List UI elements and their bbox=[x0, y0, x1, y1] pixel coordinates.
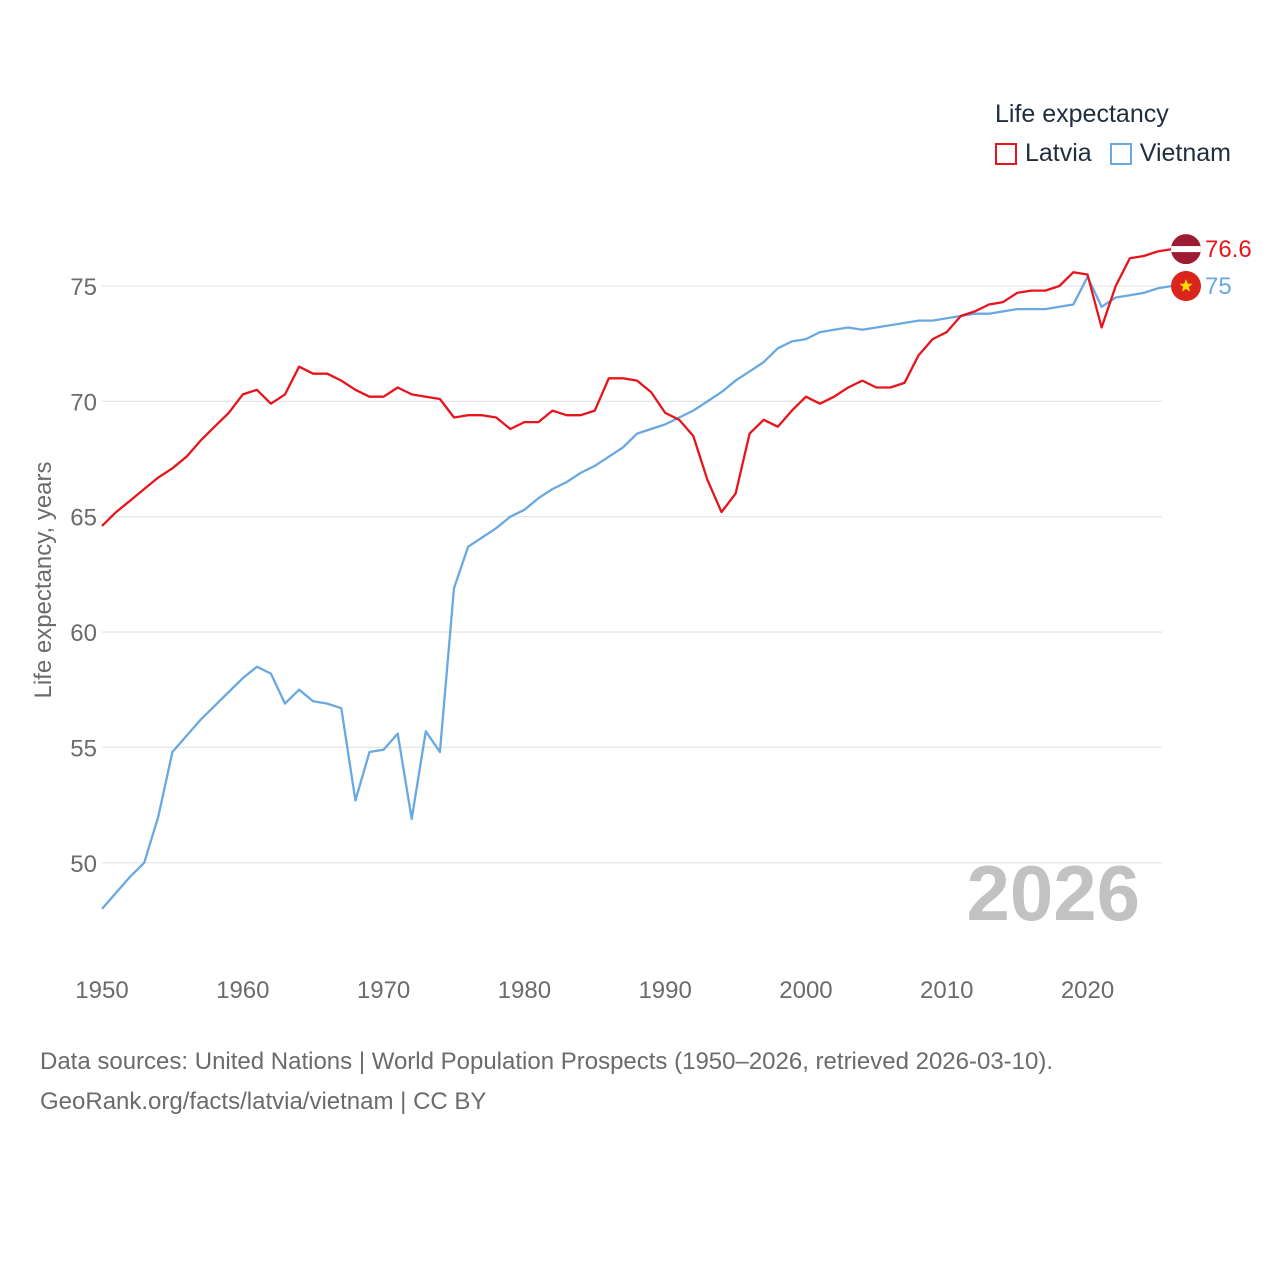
legend-title: Life expectancy bbox=[995, 100, 1169, 128]
x-tick-label-1980: 1980 bbox=[498, 977, 551, 1004]
legend-label-latvia: Latvia bbox=[1025, 139, 1092, 167]
vietnam-flag-icon bbox=[1171, 271, 1201, 301]
series-line-latvia bbox=[101, 247, 1173, 527]
x-tick-label-2020: 2020 bbox=[1061, 977, 1114, 1004]
series-end-markers: 76.6 75 bbox=[1171, 234, 1252, 301]
y-axis-ticks: 50 55 60 65 70 75 bbox=[70, 274, 97, 878]
series-line-vietnam bbox=[101, 275, 1173, 910]
end-label-latvia: 76.6 bbox=[1205, 236, 1252, 263]
legend-item-latvia[interactable]: Latvia bbox=[995, 139, 1092, 168]
life-expectancy-chart: 50 55 60 65 70 75 1950 1960 1970 1980 1990 2000 201… bbox=[30, 234, 1252, 1004]
y-tick-label-65: 65 bbox=[70, 505, 97, 532]
x-tick-label-2000: 2000 bbox=[779, 977, 832, 1004]
data-sources: Data sources: United Nations | World Pop… bbox=[40, 1042, 1053, 1122]
sources-line: Data sources: United Nations | World Pop… bbox=[40, 1048, 1054, 1075]
legend-swatch-latvia bbox=[995, 142, 1017, 165]
legend: Life expectancy Latvia Vietnam bbox=[995, 100, 1249, 168]
x-axis-ticks: 1950 1960 1970 1980 1990 2000 2010 2020 bbox=[75, 977, 1114, 1004]
year-watermark: 2026 bbox=[966, 849, 1140, 937]
legend-item-vietnam[interactable]: Vietnam bbox=[1109, 139, 1231, 168]
end-label-vietnam: 75 bbox=[1205, 273, 1232, 300]
latvia-flag-icon bbox=[1171, 234, 1201, 265]
legend-label-vietnam: Vietnam bbox=[1139, 139, 1231, 167]
x-tick-label-2010: 2010 bbox=[920, 977, 973, 1004]
legend-swatch-vietnam bbox=[1109, 142, 1132, 165]
y-tick-label-50: 50 bbox=[70, 851, 97, 878]
y-axis-label: Life expectancy, years bbox=[30, 461, 57, 698]
x-tick-label-1970: 1970 bbox=[357, 977, 410, 1004]
y-tick-label-70: 70 bbox=[70, 389, 97, 416]
y-tick-label-55: 55 bbox=[70, 735, 97, 762]
y-tick-label-75: 75 bbox=[70, 274, 97, 301]
y-tick-label-60: 60 bbox=[70, 620, 97, 647]
sources-attribution-link[interactable]: GeoRank.org/facts/latvia/vietnam | CC BY bbox=[40, 1088, 487, 1115]
x-tick-label-1960: 1960 bbox=[216, 977, 269, 1004]
x-tick-label-1990: 1990 bbox=[638, 977, 691, 1004]
x-tick-label-1950: 1950 bbox=[75, 977, 128, 1004]
series-lines bbox=[101, 247, 1173, 910]
grid-lines bbox=[102, 285, 1162, 864]
